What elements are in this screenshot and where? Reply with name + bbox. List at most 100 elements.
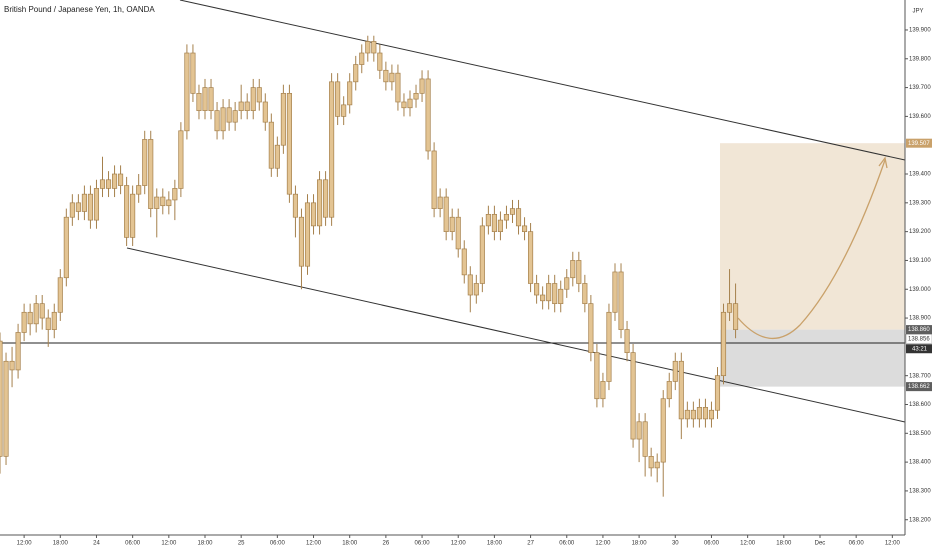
candle-body xyxy=(684,409,690,420)
candle-body xyxy=(105,179,112,189)
candle-body xyxy=(39,303,45,319)
y-tick-label: 138.400 xyxy=(909,460,931,466)
candle-body xyxy=(522,225,528,232)
candle-body xyxy=(570,260,576,279)
candle-body xyxy=(256,87,262,103)
y-tick-label: 139.000 xyxy=(909,287,931,293)
candle-body xyxy=(178,130,184,189)
candle-body xyxy=(304,202,311,267)
price-axis xyxy=(905,0,932,550)
candle-body xyxy=(341,104,347,117)
candle-body xyxy=(99,179,106,189)
x-tick-label: 18:00 xyxy=(632,541,648,547)
x-tick-label: Dec xyxy=(815,541,826,547)
candle-body xyxy=(491,213,497,232)
candle-body xyxy=(401,101,407,109)
candle-body xyxy=(353,64,359,83)
candle-body xyxy=(733,303,739,330)
candle-body xyxy=(232,110,238,123)
candle-body xyxy=(93,188,100,221)
arrow-head xyxy=(878,156,888,169)
candle-body xyxy=(214,110,220,132)
candle-body xyxy=(226,107,232,123)
x-tick-label: 12:00 xyxy=(17,541,33,547)
x-tick-label: 06:00 xyxy=(125,541,141,547)
candle-body xyxy=(678,360,684,420)
candle-body xyxy=(407,98,413,109)
x-tick-label: 18:00 xyxy=(53,541,69,547)
x-tick-label: 24 xyxy=(93,541,100,547)
candle-body xyxy=(666,381,672,400)
candle-body xyxy=(437,196,443,209)
candle-body xyxy=(509,208,516,215)
candle-body xyxy=(485,213,491,227)
x-tick-label: 06:00 xyxy=(849,541,865,547)
candle-body xyxy=(298,216,305,267)
y-tick-label: 138.900 xyxy=(909,316,931,322)
candle-body xyxy=(588,303,594,353)
candle-body xyxy=(690,409,696,420)
candle-body xyxy=(642,421,648,457)
candle-body xyxy=(292,193,298,218)
candle-body xyxy=(479,225,485,284)
candle-body xyxy=(142,139,148,186)
candle-body xyxy=(268,121,274,169)
candle-body xyxy=(33,303,39,325)
candle-body xyxy=(552,283,558,305)
candle-body xyxy=(582,283,588,305)
upper-trend-line xyxy=(179,0,906,161)
x-tick-label: 18:00 xyxy=(776,541,792,547)
candle-body xyxy=(154,196,160,209)
candle-body xyxy=(540,294,546,302)
candle-body xyxy=(317,179,323,227)
stop-zone xyxy=(720,329,905,387)
candle-body xyxy=(714,375,721,411)
y-tick-label: 138.200 xyxy=(909,517,931,523)
lower-trend-line xyxy=(126,247,906,423)
target-zone xyxy=(720,143,905,330)
candle-body xyxy=(377,52,383,71)
candle-body xyxy=(497,219,503,232)
candle-body xyxy=(148,139,154,209)
y-tick-label: 139.800 xyxy=(909,56,931,62)
candle-body xyxy=(395,72,401,103)
candle-body xyxy=(3,360,9,457)
candle-body xyxy=(696,407,702,420)
x-tick-label: 12:00 xyxy=(740,541,756,547)
candle-body xyxy=(69,202,75,218)
price-label-box xyxy=(906,325,932,335)
candle-body xyxy=(672,360,678,382)
chart-title: British Pound / Japanese Yen, 1h, OANDA xyxy=(4,5,155,14)
candle-body xyxy=(166,199,172,207)
candle-body xyxy=(461,248,467,276)
x-tick-label: 06:00 xyxy=(270,541,286,547)
candle-body xyxy=(136,185,142,195)
y-tick-label: 139.100 xyxy=(909,258,931,264)
candle-body xyxy=(359,52,365,65)
x-tick-label: 18:00 xyxy=(197,541,213,547)
candle-body xyxy=(286,92,292,195)
candle-body xyxy=(371,41,377,54)
x-tick-label: 12:00 xyxy=(885,541,901,547)
x-tick-label: 06:00 xyxy=(704,541,720,547)
y-tick-label: 138.700 xyxy=(909,373,931,379)
candle-body xyxy=(618,271,624,330)
candle-body xyxy=(425,78,431,152)
price-label: 138.856 xyxy=(908,336,930,342)
candle-body xyxy=(81,193,87,212)
candle-body xyxy=(250,87,256,111)
countdown: 43:21 xyxy=(912,346,928,352)
price-label-box xyxy=(906,138,932,148)
candle-body xyxy=(9,360,15,371)
x-tick-label: 18:00 xyxy=(342,541,358,547)
candle-body xyxy=(274,144,280,169)
candle-body xyxy=(323,179,329,218)
candle-body xyxy=(87,193,93,221)
x-tick-label: 18:00 xyxy=(487,541,503,547)
candle-body xyxy=(612,271,618,313)
price-label-box xyxy=(905,333,932,344)
candle-body xyxy=(702,407,708,420)
x-tick-label: 12:00 xyxy=(161,541,177,547)
candle-body xyxy=(365,41,371,54)
candle-body xyxy=(238,101,244,111)
